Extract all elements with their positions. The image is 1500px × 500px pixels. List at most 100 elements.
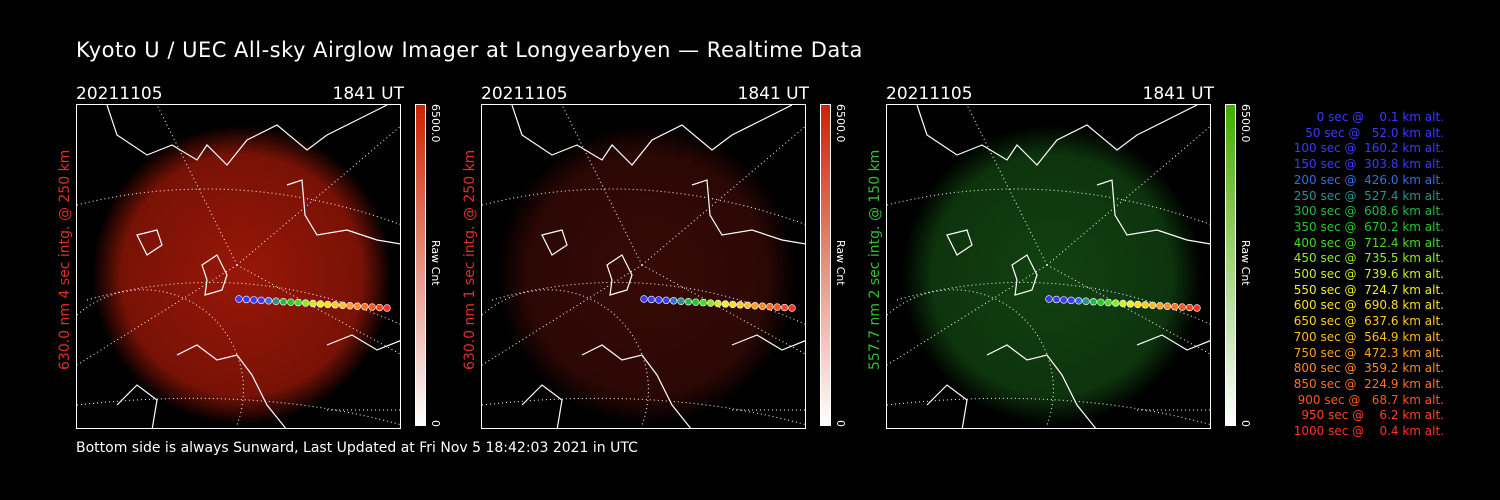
color-bar-unit-label: Raw Cnt	[1239, 240, 1252, 286]
imager-panel-630nm-1sec: 20211105 1841 UT	[481, 84, 811, 429]
trajectory-track	[235, 295, 391, 312]
trajectory-point	[1060, 296, 1068, 304]
color-bar-unit-label: Raw Cnt	[834, 240, 847, 286]
trajectory-point	[692, 298, 700, 306]
trajectory-point	[1193, 304, 1201, 312]
trajectory-point	[669, 297, 678, 305]
color-bar-min-label: 0	[1239, 420, 1252, 427]
panel-side-label: 557.7 nm 2 sec intg. @ 150 km	[867, 149, 883, 370]
trajectory-point	[729, 300, 737, 309]
panel-date: 20211105	[76, 84, 163, 104]
color-bar	[415, 104, 426, 426]
allsky-map	[886, 104, 1211, 429]
map-canvas	[887, 105, 1210, 428]
trajectory-point	[1119, 299, 1127, 308]
trajectory-point	[353, 302, 362, 310]
trajectory-point	[677, 297, 685, 305]
trajectory-point	[1074, 297, 1083, 305]
trajectory-point	[338, 301, 347, 310]
trajectory-point	[655, 296, 663, 304]
allsky-map	[76, 104, 401, 429]
panel-side-label: 630.0 nm 4 sec intg. @ 250 km	[57, 149, 73, 370]
trajectory-point	[375, 303, 384, 312]
panel-time: 1841 UT	[332, 84, 405, 104]
legend-entry: 350 sec @ 670.2 km alt.	[1289, 219, 1444, 234]
grid-lines	[77, 105, 400, 426]
panel-side-label: 630.0 nm 1 sec intg. @ 250 km	[462, 149, 478, 370]
trajectory-point	[721, 300, 730, 308]
allsky-map	[481, 104, 806, 429]
trajectory-point	[324, 300, 332, 309]
color-bar-max-label: 6500.0	[834, 104, 847, 143]
trajectory-point	[309, 299, 317, 308]
trajectory-point	[264, 297, 273, 305]
trajectory-point	[272, 297, 280, 305]
trajectory-point	[250, 296, 258, 304]
trajectory-point	[714, 299, 722, 308]
trajectory-point	[242, 295, 251, 304]
footer-status: Bottom side is always Sunward, Last Upda…	[76, 440, 638, 456]
legend-entry: 600 sec @ 690.8 km alt.	[1289, 298, 1444, 313]
trajectory-point	[706, 299, 715, 307]
trajectory-point	[1045, 295, 1053, 303]
trajectory-point	[1067, 296, 1075, 305]
trajectory-point	[766, 302, 774, 311]
trajectory-point	[647, 295, 656, 304]
trajectory-point	[1134, 300, 1142, 309]
legend-entry: 50 sec @ 52.0 km alt.	[1297, 125, 1444, 140]
airglow-image	[92, 125, 392, 425]
trajectory-point	[640, 295, 648, 303]
legend-entry: 0 sec @ 0.1 km alt.	[1305, 110, 1444, 124]
trajectory-point	[758, 302, 767, 310]
coastlines	[916, 105, 1210, 428]
trajectory-legend: 0 sec @ 0.1 km alt. 50 sec @ 52.0 km alt…	[1290, 110, 1444, 440]
grid-lines	[887, 105, 1210, 426]
trajectory-point	[1141, 301, 1149, 309]
grid-lines	[482, 105, 805, 426]
coastlines	[106, 105, 400, 428]
trajectory-point	[1126, 300, 1135, 308]
legend-entry: 650 sec @ 637.6 km alt.	[1289, 314, 1444, 329]
legend-entry: 400 sec @ 712.4 km alt.	[1289, 235, 1444, 250]
trajectory-point	[1178, 303, 1186, 311]
legend-entry: 550 sec @ 724.7 km alt.	[1289, 282, 1444, 297]
trajectory-point	[684, 298, 693, 306]
coastlines	[511, 105, 805, 428]
imager-panel-557nm-2sec: 20211105 1841 UT	[886, 84, 1216, 429]
legend-entry: 500 sec @ 739.6 km alt.	[1289, 267, 1444, 282]
trajectory-track	[640, 295, 796, 312]
color-bar-unit-label: Raw Cnt	[429, 240, 442, 286]
trajectory-point	[383, 304, 391, 312]
trajectory-point	[1111, 299, 1120, 307]
imager-panel-630nm-4sec: 20211105 1841 UT	[76, 84, 406, 429]
trajectory-point	[279, 298, 288, 306]
color-bar-max-label: 6500.0	[1239, 104, 1252, 143]
trajectory-point	[1156, 302, 1164, 310]
trajectory-point	[331, 301, 339, 309]
panel-date: 20211105	[481, 84, 568, 104]
legend-entry: 150 sec @ 303.8 km alt.	[1289, 157, 1444, 172]
color-bar	[820, 104, 831, 426]
trajectory-point	[1148, 301, 1157, 310]
panel-time: 1841 UT	[1142, 84, 1215, 104]
legend-entry: 1000 sec @ 0.4 km alt.	[1293, 424, 1444, 439]
trajectory-point	[1097, 298, 1105, 306]
trajectory-point	[743, 301, 752, 310]
trajectory-point	[1104, 298, 1112, 307]
panel-time: 1841 UT	[737, 84, 810, 104]
map-canvas	[77, 105, 400, 428]
color-bar	[1225, 104, 1236, 426]
legend-entry: 900 sec @ 68.7 km alt.	[1293, 392, 1444, 407]
legend-entry: 850 sec @ 224.9 km alt.	[1289, 376, 1444, 391]
trajectory-point	[1163, 302, 1172, 310]
airglow-image	[497, 125, 797, 425]
airglow-image	[902, 125, 1202, 425]
map-canvas	[482, 105, 805, 428]
trajectory-point	[346, 302, 354, 310]
trajectory-point	[1171, 302, 1179, 311]
trajectory-point	[699, 298, 707, 307]
legend-entry: 700 sec @ 564.9 km alt.	[1289, 329, 1444, 344]
trajectory-point	[294, 298, 302, 307]
legend-entry: 450 sec @ 735.5 km alt.	[1289, 251, 1444, 266]
color-bar-min-label: 0	[834, 420, 847, 427]
